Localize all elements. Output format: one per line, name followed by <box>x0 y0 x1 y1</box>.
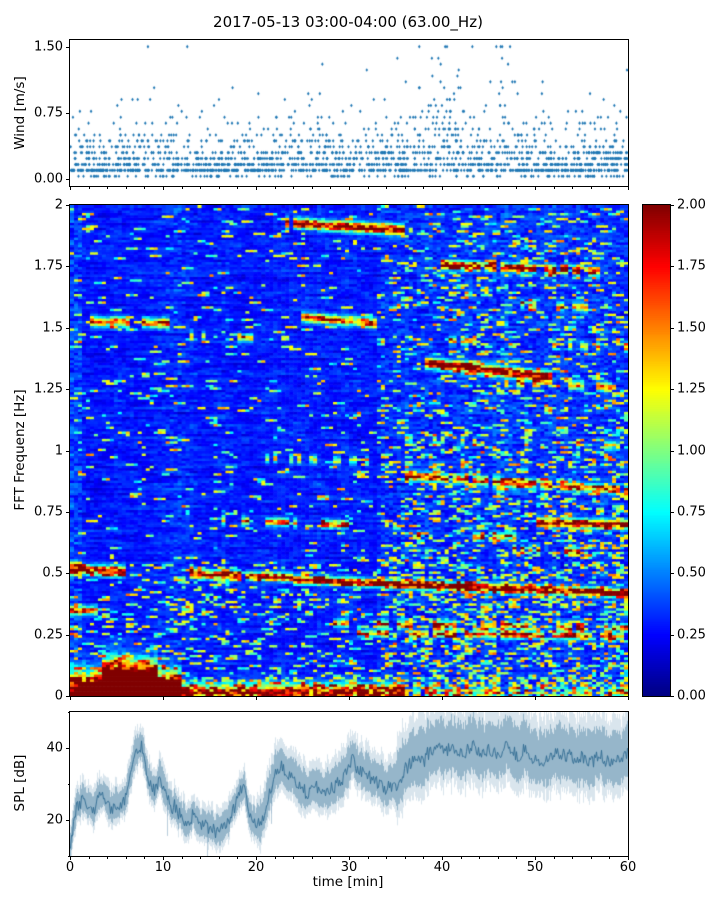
y-tick-label-fft: 2 <box>54 197 63 213</box>
y-tick-label-fft: 0.25 <box>34 627 63 643</box>
y-tick-label-fft: 1 <box>54 443 63 458</box>
wind-y-axis-label: Wind [m/s] <box>12 76 28 150</box>
colorbar <box>642 204 671 697</box>
y-tick-label-fft: 0 <box>54 688 63 704</box>
y-tick-label-fft: 0.5 <box>42 565 63 581</box>
x-tick-label: 40 <box>433 860 451 875</box>
y-tick-label-wind: 1.50 <box>34 39 63 55</box>
y-tick-label-spl: 20 <box>46 812 63 828</box>
colorbar-tick-label: 1.50 <box>677 320 706 336</box>
colorbar-tick-label: 0.00 <box>677 688 706 704</box>
colorbar-tick-label: 0.75 <box>677 504 706 520</box>
y-tick-label-spl: 40 <box>46 740 63 756</box>
wind-scatter-plot <box>69 39 629 187</box>
colorbar-tick-label: 1.25 <box>677 381 706 397</box>
y-tick-label-fft: 0.75 <box>34 504 63 520</box>
colorbar-tick-label: 1.75 <box>677 258 706 274</box>
spl-canvas <box>70 712 628 856</box>
colorbar-tick-label: 0.50 <box>677 565 706 581</box>
x-tick-label: 20 <box>247 860 265 875</box>
figure-title: 2017-05-13 03:00-04:00 (63.00_Hz) <box>213 13 483 31</box>
spl-plot <box>69 711 629 857</box>
spl-y-axis-label: SPL [dB] <box>12 754 28 812</box>
time-x-axis-label: time [min] <box>312 874 384 890</box>
spectrogram-plot <box>69 204 629 697</box>
x-tick-label: 10 <box>154 860 172 875</box>
fft-y-axis-label: FFT Frequenz [Hz] <box>12 389 28 511</box>
y-tick-label-fft: 1.25 <box>34 381 63 397</box>
y-tick-label-fft: 1.5 <box>42 320 63 336</box>
y-tick-label-fft: 1.75 <box>34 258 63 274</box>
spectrogram-canvas <box>70 205 628 696</box>
colorbar-tick-label: 1.00 <box>677 443 706 458</box>
wind-scatter-canvas <box>70 40 628 186</box>
colorbar-canvas <box>643 205 670 696</box>
colorbar-tick-label: 0.25 <box>677 627 706 643</box>
y-tick-label-wind: 0.00 <box>34 171 63 187</box>
x-tick-label: 0 <box>65 860 75 875</box>
y-tick-label-wind: 0.75 <box>34 105 63 121</box>
x-tick-label: 60 <box>619 860 637 875</box>
colorbar-tick-label: 2.00 <box>677 197 706 213</box>
x-tick-label: 50 <box>526 860 544 875</box>
x-tick-label: 30 <box>340 860 358 875</box>
